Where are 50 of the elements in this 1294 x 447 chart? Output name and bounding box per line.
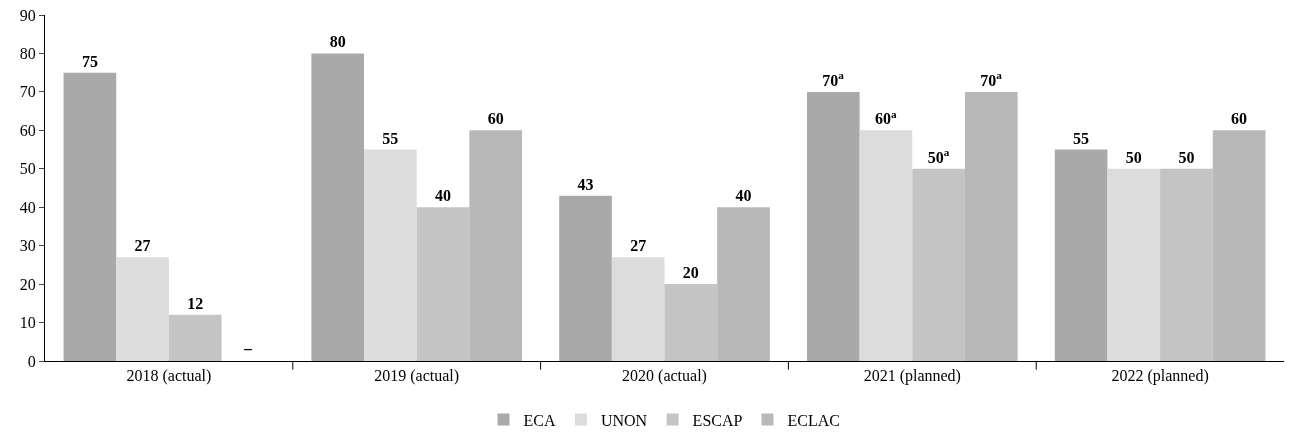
y-tick-label: 50 (19, 160, 36, 178)
x-tick-label: 2018 (actual) (126, 367, 212, 386)
data-label: 12 (187, 294, 204, 312)
y-tick-label: 70 (19, 83, 36, 101)
data-label: 43 (577, 175, 594, 193)
bar (63, 72, 117, 361)
y-tick-label: 90 (19, 6, 36, 24)
x-tick-label: 2022 (planned) (1111, 367, 1209, 386)
y-tick-label: 10 (19, 314, 36, 332)
bar (168, 314, 222, 361)
data-label: 20 (682, 264, 699, 282)
data-label: 70$^{a}$ (822, 69, 845, 89)
y-tick-label: 30 (19, 237, 36, 255)
data-label: 80 (329, 33, 346, 51)
bar (311, 53, 365, 361)
data-label: 40 (735, 187, 752, 205)
data-label: 55 (1073, 129, 1090, 147)
x-tick-label: 2020 (actual) (622, 367, 707, 386)
bar (859, 130, 913, 361)
x-tick-label: 2019 (actual) (374, 367, 460, 386)
y-tick-label: 60 (19, 121, 36, 139)
data-label: 60$^{a}$ (874, 107, 897, 128)
data-label: 50$^{a}$ (927, 146, 950, 166)
x-tick-label: 2021 (planned) (863, 367, 961, 386)
y-tick-label: 0 (27, 352, 36, 370)
bar (1107, 168, 1161, 361)
y-tick-label: 80 (19, 45, 36, 63)
legend-label: ECA (523, 411, 556, 429)
data-label: 27 (134, 237, 151, 255)
bar (806, 91, 860, 361)
data-label: 60 (1231, 110, 1248, 128)
bar (611, 257, 665, 361)
bar (559, 195, 612, 361)
y-tick-label: 40 (19, 198, 36, 216)
data-label: 27 (630, 237, 647, 255)
y-tick-label: 20 (19, 275, 36, 293)
legend-label: ESCAP (692, 411, 743, 429)
bar (364, 149, 417, 361)
bar (116, 257, 169, 361)
legend-label: ECLAC (787, 411, 840, 429)
text: – (244, 340, 252, 357)
data-label: 75 (81, 52, 98, 70)
data-label: 40 (435, 187, 452, 205)
data-label: 60 (487, 110, 504, 128)
legend-label: UNON (600, 411, 648, 429)
data-label: 70$^{a}$ (980, 69, 1003, 89)
data-label: 50 (1125, 148, 1142, 166)
bar (1054, 149, 1108, 361)
data-label: 50 (1178, 148, 1195, 166)
data-label: 55 (382, 129, 399, 147)
